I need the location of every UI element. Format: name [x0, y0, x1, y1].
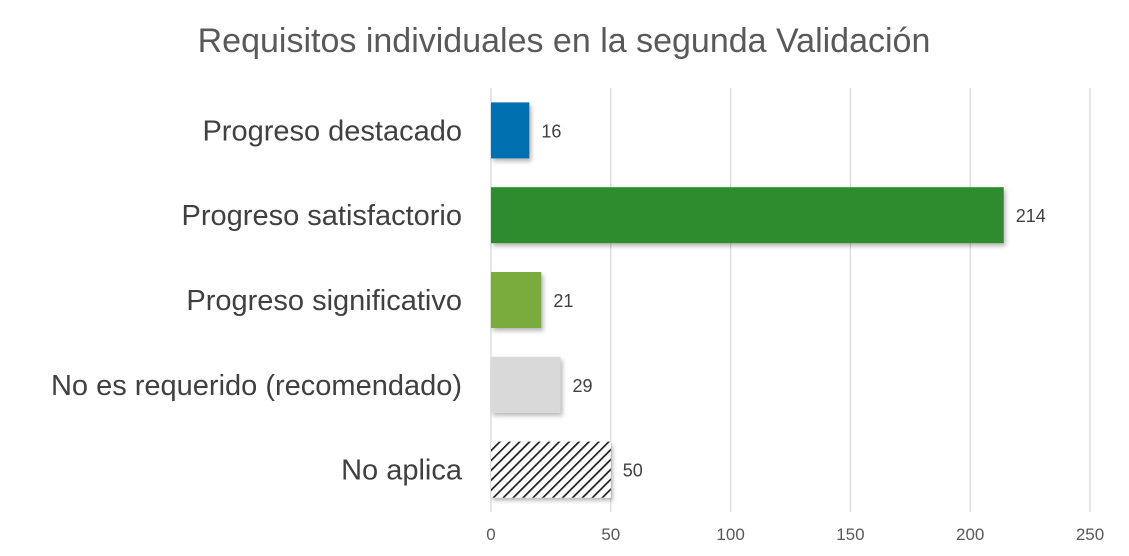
bar-no-aplica [491, 441, 611, 498]
x-tick-label-250: 250 [1076, 525, 1104, 544]
data-label-no-es-requerido-recomendado: 29 [572, 376, 592, 396]
gridlines [490, 88, 1091, 512]
bar-no-es-requerido-recomendado [491, 356, 561, 413]
bar-progreso-satisfactorio [491, 187, 1004, 244]
category-label-progreso-destacado: Progreso destacado [202, 115, 462, 147]
data-label-progreso-satisfactorio: 214 [1016, 206, 1046, 226]
category-label-no-es-requerido-recomendado: No es requerido (recomendado) [51, 370, 462, 402]
labels: 0 50 100 150 200 250 Progreso destacado 16 Progr… [51, 115, 1104, 544]
category-label-no-aplica: No aplica [341, 455, 463, 487]
bars [491, 102, 1004, 498]
x-tick-label-150: 150 [836, 525, 864, 544]
category-label-progreso-significativo: Progreso significativo [186, 285, 462, 317]
bar-progreso-destacado [491, 102, 530, 159]
chart-title: Requisitos individuales en la segunda Va… [198, 22, 931, 60]
x-tick-label-0: 0 [486, 525, 495, 544]
data-label-no-aplica: 50 [623, 461, 643, 481]
x-tick-label-200: 200 [956, 525, 984, 544]
bar-progreso-significativo [491, 272, 542, 328]
category-label-progreso-satisfactorio: Progreso satisfactorio [182, 200, 462, 232]
data-label-progreso-significativo: 21 [553, 291, 573, 311]
x-tick-label-50: 50 [601, 525, 620, 544]
x-tick-label-100: 100 [716, 525, 744, 544]
data-label-progreso-destacado: 16 [541, 121, 561, 141]
